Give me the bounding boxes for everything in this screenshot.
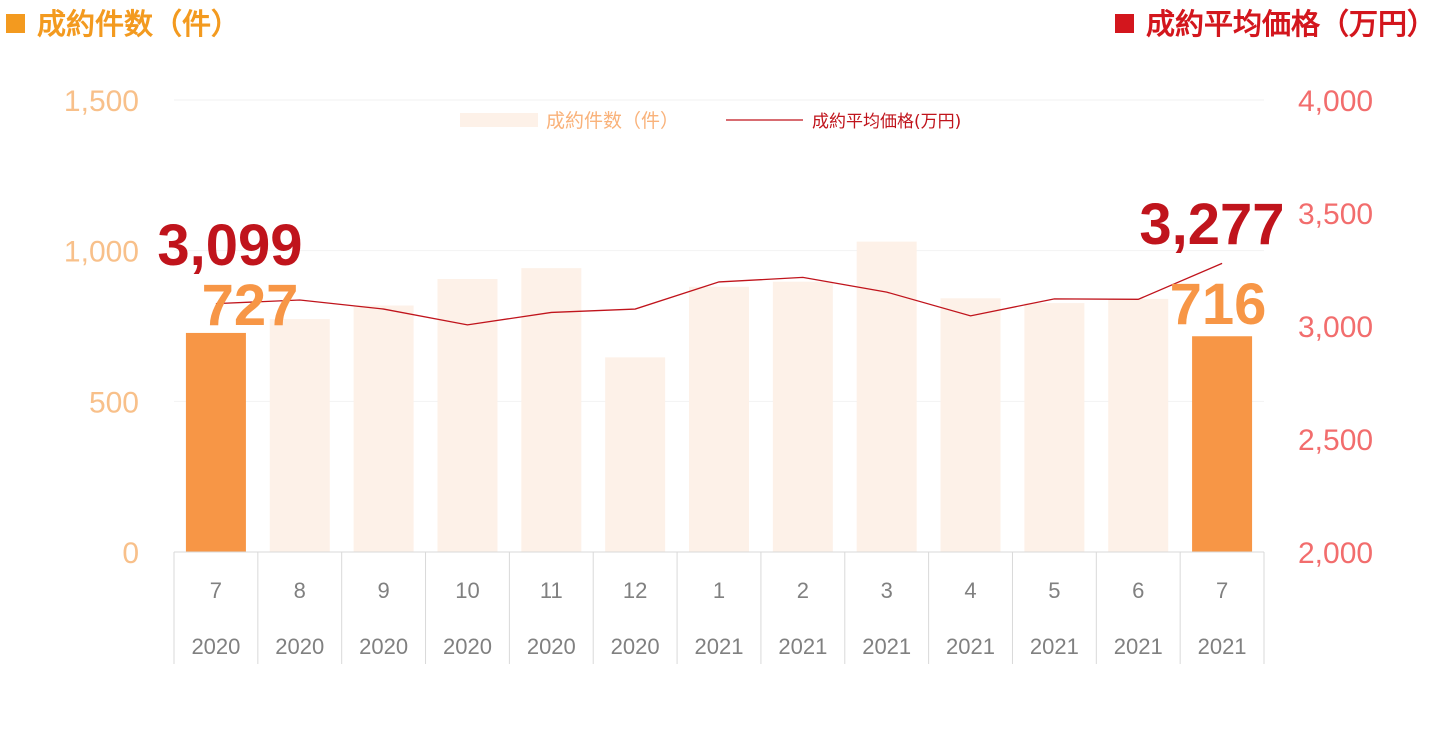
x-tick-label-year: 2020 [611,634,660,659]
last-price-label: 3,277 [1139,192,1284,257]
bar [437,278,498,552]
right-axis-tick-label: 2,000 [1298,537,1373,570]
x-tick-label-year: 2021 [1030,634,1079,659]
legend-line-label: 成約平均価格(万円) [812,112,961,132]
x-tick-label-month: 2 [797,578,809,603]
x-tick-label-month: 11 [540,578,563,603]
left-axis-tick-label: 1,000 [64,236,139,269]
bar [605,357,666,552]
bar [185,332,246,552]
bar [940,298,1001,552]
left-axis-tick-label: 0 [122,537,139,570]
orange-square-icon [6,13,25,33]
bar [521,268,582,552]
bar [1108,298,1169,552]
first-count-label: 727 [202,273,299,338]
legend-bar-swatch [460,113,538,127]
legend-bar-label: 成約件数（件） [546,110,679,132]
bar [353,305,414,552]
x-tick-label-month: 1 [713,578,725,603]
x-tick-label-month: 12 [623,578,647,603]
left-axis-tick-label: 1,500 [64,85,139,118]
x-tick-label-year: 2020 [359,634,408,659]
left-axis-title: 成約件数（件） [6,4,240,44]
x-tick-label-month: 8 [294,578,306,603]
right-axis-title-text: 成約平均価格（万円） [1145,7,1436,41]
x-tick-label-month: 3 [881,578,893,603]
bar [856,241,917,553]
bar [772,281,833,552]
x-tick-label-year: 2020 [527,634,576,659]
x-tick-label-year: 2020 [275,634,324,659]
last-count-label: 716 [1170,272,1267,337]
right-axis-tick-label: 4,000 [1298,85,1373,118]
red-square-icon [1114,13,1134,33]
x-tick-label-month: 10 [455,578,479,603]
x-tick-label-year: 2021 [778,634,827,659]
x-tick-label-month: 7 [210,578,222,603]
x-tick-label-year: 2021 [695,634,744,659]
bar [1192,336,1253,552]
x-tick-label-year: 2021 [1198,634,1247,659]
x-tick-label-month: 7 [1216,578,1228,603]
x-tick-label-month: 9 [377,578,389,603]
x-tick-label-year: 2021 [946,634,995,659]
first-price-label: 3,099 [157,213,302,278]
right-axis-tick-label: 3,000 [1298,311,1373,344]
x-tick-label-month: 5 [1048,578,1060,603]
bar [689,286,749,552]
bar [1024,303,1085,552]
x-tick-label-month: 6 [1132,578,1144,603]
left-axis-tick-label: 500 [89,386,139,419]
bar [269,319,330,552]
right-axis-title: 成約平均価格（万円） [1114,4,1436,44]
x-tick-label-month: 4 [964,578,976,603]
right-axis-tick-label: 2,500 [1298,424,1373,457]
x-tick-label-year: 2021 [1114,634,1163,659]
left-axis-title-text: 成約件数（件） [37,7,241,41]
right-axis-tick-label: 3,500 [1298,198,1373,231]
x-tick-label-year: 2020 [191,634,240,659]
x-tick-label-year: 2020 [443,634,492,659]
x-tick-label-year: 2021 [862,634,911,659]
